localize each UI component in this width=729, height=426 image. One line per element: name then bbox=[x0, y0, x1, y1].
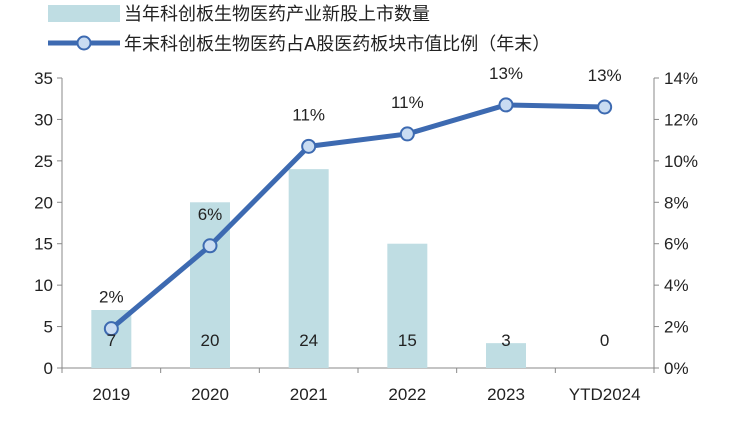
legend-bar-swatch bbox=[48, 5, 120, 22]
bar-series bbox=[91, 169, 526, 368]
legend-bar-label: 当年科创板生物医药产业新股上市数量 bbox=[124, 4, 430, 25]
right-tick-label: 4% bbox=[664, 276, 689, 295]
legend-line-marker bbox=[76, 35, 92, 51]
bar-data-label: 24 bbox=[299, 331, 318, 350]
bar-data-label: 20 bbox=[201, 331, 220, 350]
line-point bbox=[498, 97, 514, 113]
line-point bbox=[301, 138, 317, 154]
line-point bbox=[597, 99, 613, 115]
right-axis-ticks: 0% 2% 4% 6% 8% 10% 12% 14% bbox=[654, 69, 698, 378]
legend: 当年科创板生物医药产业新股上市数量 年末科创板生物医药占A股医药板块市值比例（年… bbox=[48, 4, 550, 55]
right-tick-label: 12% bbox=[664, 110, 698, 129]
x-axis-ticks: 2019 2020 2021 2022 2023 YTD2024 bbox=[61, 368, 655, 404]
line-data-label: 11% bbox=[391, 93, 424, 112]
right-tick-label: 0% bbox=[664, 359, 689, 378]
left-tick-label: 5 bbox=[44, 318, 53, 337]
left-tick-label: 15 bbox=[34, 235, 53, 254]
left-tick-label: 10 bbox=[34, 276, 53, 295]
line-data-label: 11% bbox=[292, 105, 325, 124]
right-tick-label: 2% bbox=[664, 318, 689, 337]
line-path bbox=[109, 102, 605, 331]
left-axis-ticks: 0 5 10 15 20 25 30 35 bbox=[34, 69, 62, 378]
bar bbox=[288, 169, 329, 368]
right-tick-label: 14% bbox=[664, 69, 698, 88]
legend-line-label: 年末科创板生物医药占A股医药板块市值比例（年末） bbox=[124, 34, 550, 55]
line-point bbox=[103, 321, 119, 337]
x-tick-label: 2020 bbox=[191, 385, 229, 404]
right-tick-label: 6% bbox=[664, 235, 689, 254]
x-tick-label: 2019 bbox=[92, 385, 130, 404]
left-tick-label: 30 bbox=[34, 110, 53, 129]
x-tick-label: 2023 bbox=[487, 385, 525, 404]
bar bbox=[387, 243, 428, 368]
line-point bbox=[202, 238, 218, 254]
line-data-label: 13% bbox=[489, 64, 523, 83]
left-tick-label: 25 bbox=[34, 152, 53, 171]
left-tick-label: 20 bbox=[34, 193, 53, 212]
line-data-label: 13% bbox=[588, 66, 622, 85]
left-tick-label: 0 bbox=[44, 359, 53, 378]
bar-data-label: 7 bbox=[107, 331, 116, 350]
bar-data-labels: 7 20 24 15 3 0 bbox=[107, 331, 610, 350]
line-data-label: 6% bbox=[198, 205, 223, 224]
x-tick-label: YTD2024 bbox=[569, 385, 641, 404]
line-data-label: 2% bbox=[99, 288, 124, 307]
x-tick-label: 2021 bbox=[290, 385, 328, 404]
bar-data-label: 15 bbox=[398, 331, 417, 350]
line-data-labels: 2% 6% 11% 11% 13% 13% bbox=[99, 64, 622, 307]
bar-data-label: 0 bbox=[600, 331, 609, 350]
line-series bbox=[103, 97, 613, 337]
bar-data-label: 3 bbox=[501, 331, 510, 350]
bar bbox=[486, 343, 526, 368]
right-tick-label: 10% bbox=[664, 152, 698, 171]
line-point bbox=[399, 126, 415, 142]
left-tick-label: 35 bbox=[34, 69, 53, 88]
right-tick-label: 8% bbox=[664, 193, 689, 212]
x-tick-label: 2022 bbox=[388, 385, 426, 404]
